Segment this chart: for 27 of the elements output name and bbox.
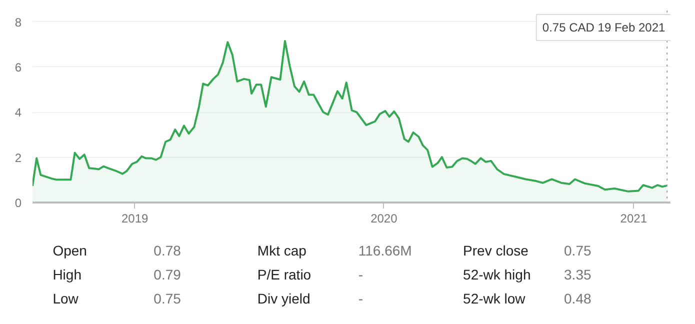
y-tick-label: 2 xyxy=(14,150,22,165)
text: 52-wk high xyxy=(463,266,531,282)
y-tick-label: 4 xyxy=(14,106,22,120)
text: 3.35 xyxy=(564,266,592,282)
y-tick-label: 6 xyxy=(14,60,22,74)
text: 52-wk low xyxy=(463,290,526,306)
text: P/E ratio xyxy=(257,266,312,282)
text: - xyxy=(358,266,364,282)
x-tick-label: 2021 xyxy=(620,212,648,226)
y-tick-label: 0 xyxy=(14,196,22,210)
text: Low xyxy=(52,290,80,306)
text: Open xyxy=(52,242,87,258)
text: High xyxy=(52,266,82,282)
text: 0.75 xyxy=(564,242,592,258)
text: 0.79 xyxy=(154,266,182,282)
text: Mkt cap xyxy=(257,242,307,258)
text: 0.48 xyxy=(564,290,592,306)
text: - xyxy=(358,290,364,306)
text: Prev close xyxy=(463,242,529,258)
annotation: 0.75 CAD 19 Feb 2021 xyxy=(542,20,666,34)
text: 0.75 xyxy=(154,290,182,306)
x-tick-label: 2019 xyxy=(122,212,149,226)
x-tick-label: 2020 xyxy=(370,212,398,226)
text: Div yield xyxy=(257,290,310,306)
text: 116.66M xyxy=(358,242,412,258)
text: 0.78 xyxy=(154,242,182,258)
y-tick-label: 8 xyxy=(14,15,22,30)
